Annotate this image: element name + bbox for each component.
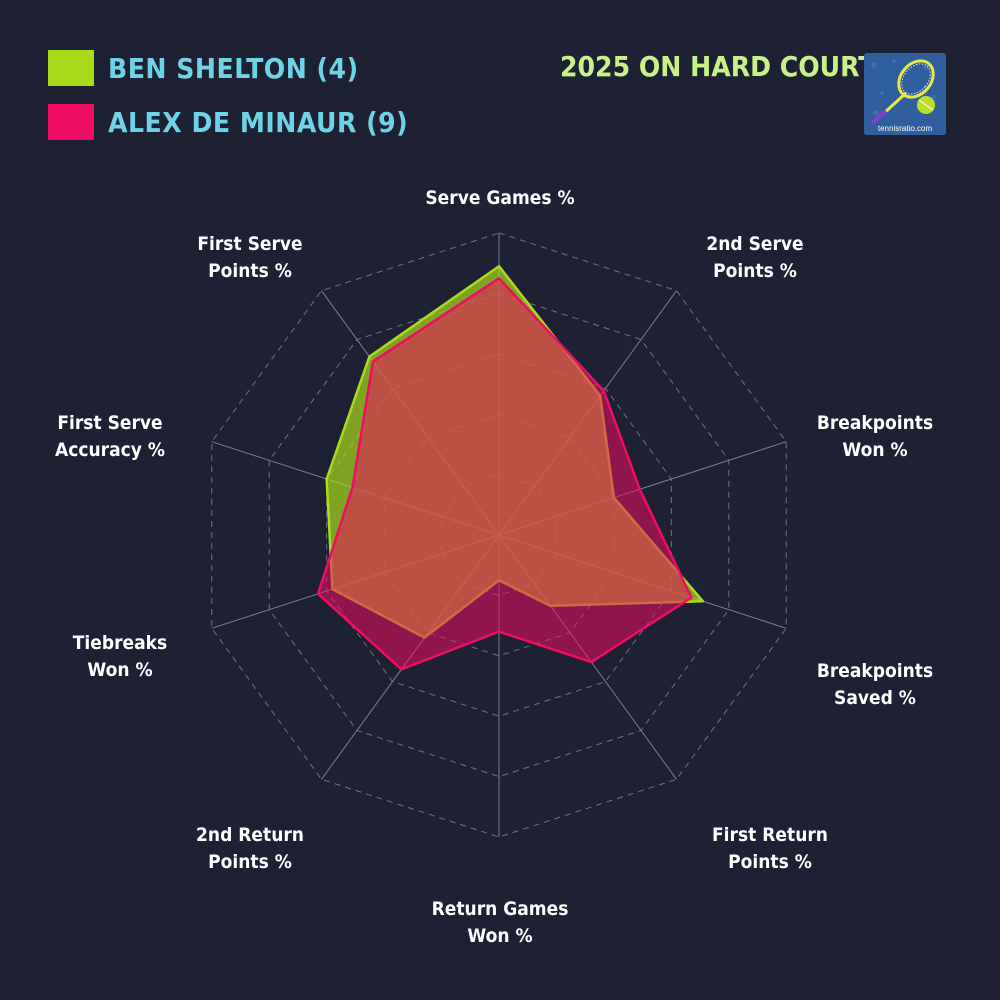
axis-label-tiebreaks-won-pct: Tiebreaks Won % (72, 632, 168, 681)
tennisratio-logo: tennisratio.com (864, 53, 946, 135)
series-area-de-minaur (316, 277, 693, 671)
tennis-racket-ball-icon (864, 53, 946, 135)
axis-label-first-serve-accuracy-pct: First Serve Accuracy % (55, 412, 165, 461)
axis-label-2nd-serve-points-pct: 2nd Serve Points % (706, 233, 804, 282)
legend-item-shelton: BEN SHELTON (4) (48, 50, 408, 86)
chart-headline: 2025 ON HARD COURTS (560, 50, 894, 83)
legend-swatch-de-minaur (48, 104, 94, 140)
axis-label-2nd-return-points-pct: 2nd Return Points % (196, 824, 304, 873)
legend-label-shelton: BEN SHELTON (4) (108, 51, 359, 85)
chart-legend: BEN SHELTON (4) ALEX DE MINAUR (9) (48, 50, 408, 158)
axis-label-breakpoints-won-pct: Breakpoints Won % (816, 412, 934, 461)
legend-swatch-shelton (48, 50, 94, 86)
axis-label-breakpoints-saved-pct: Breakpoints Saved % (816, 660, 934, 709)
axis-label-return-games-won-pct: Return Games Won % (431, 898, 569, 947)
legend-item-de-minaur: ALEX DE MINAUR (9) (48, 104, 408, 140)
grid-ring-5 (211, 232, 787, 838)
grid-ring-4 (268, 292, 730, 778)
axis-label-serve-games-pct: Serve Games % (425, 187, 575, 209)
radar-series (316, 264, 705, 671)
axis-label-first-return-points-pct: First Return Points % (712, 824, 828, 873)
axis-label-first-serve-points-pct: First Serve Points % (197, 233, 303, 282)
legend-label-de-minaur: ALEX DE MINAUR (9) (108, 105, 409, 139)
logo-text: tennisratio.com (877, 124, 933, 133)
